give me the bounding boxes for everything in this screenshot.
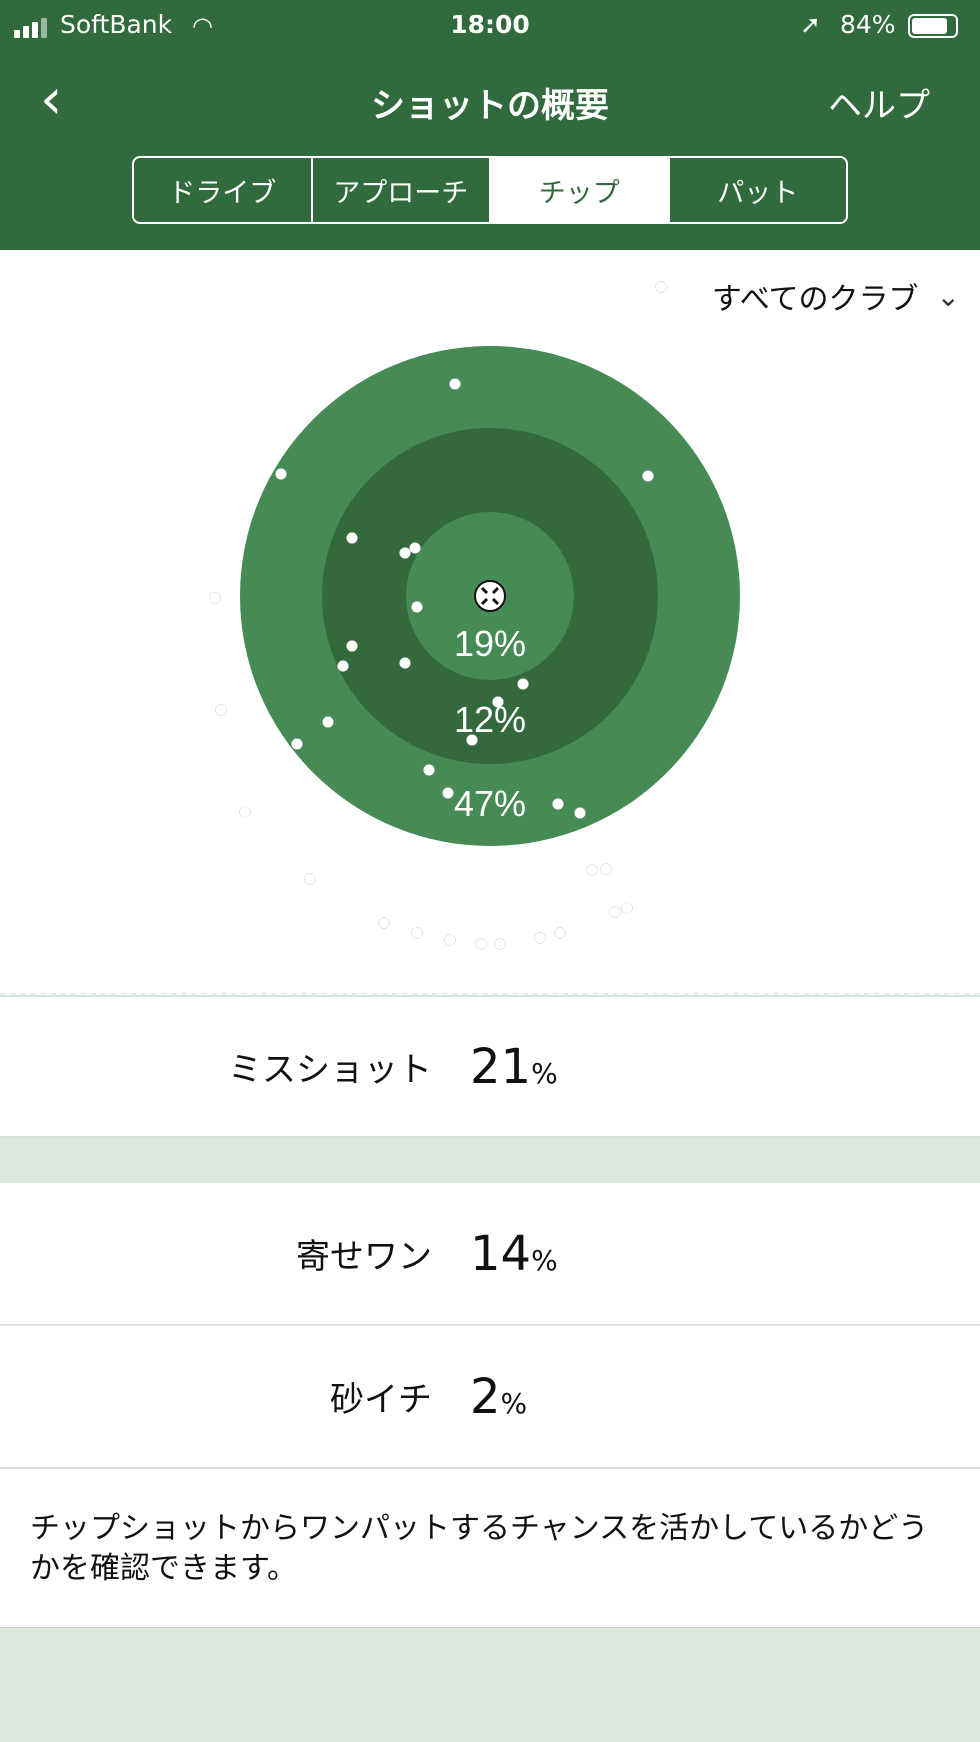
stat-row-missed: ミスショット 21% <box>0 997 980 1137</box>
shot-dot <box>346 640 358 652</box>
shot-dot <box>517 678 529 690</box>
club-filter-dropdown[interactable]: すべてのクラブ ⌄ <box>712 274 960 318</box>
shot-dot <box>209 592 221 604</box>
page-title: ショットの概要 <box>371 86 609 126</box>
stat-unit: % <box>500 1386 528 1420</box>
chevron-left-icon: ‹ <box>40 67 63 132</box>
inner-pct-label: 19% <box>454 623 526 664</box>
signal-icon <box>14 16 47 38</box>
tab-approach[interactable]: アプローチ <box>313 158 491 222</box>
shot-dot <box>442 787 454 799</box>
shot-dot <box>492 696 504 708</box>
shot-dot <box>449 378 461 390</box>
shot-dot <box>534 932 546 944</box>
club-filter-label: すべてのクラブ <box>711 282 919 317</box>
battery-icon <box>908 14 958 38</box>
location-icon: ➚ <box>800 10 821 39</box>
back-button[interactable]: ‹ <box>40 70 62 130</box>
chevron-down-icon: ⌄ <box>936 279 960 313</box>
shot-dot <box>411 601 423 613</box>
shot-dot <box>466 734 478 746</box>
stat-value: 2 <box>470 1368 501 1425</box>
battery-percent: 84% <box>840 10 896 39</box>
header: SoftBank ◠ 18:00 ➚ 84% ‹ ショットの概要 ヘルプ ドライ… <box>0 0 980 250</box>
shot-dot <box>337 660 349 672</box>
shot-dot <box>600 863 612 875</box>
shot-dot <box>346 532 358 544</box>
shot-dot <box>621 902 633 914</box>
stat-label: 寄せワン <box>296 1237 432 1277</box>
shot-dot <box>423 764 435 776</box>
shot-dot <box>304 873 316 885</box>
shot-dot <box>655 281 667 293</box>
wifi-icon: ◠ <box>192 12 213 40</box>
shot-dot <box>275 468 287 480</box>
stat-value: 21 <box>470 1038 532 1095</box>
shot-dot <box>552 798 564 810</box>
outer-pct-label: 47% <box>454 783 526 824</box>
help-button[interactable]: ヘルプ <box>828 86 930 126</box>
stat-unit: % <box>531 1243 558 1277</box>
chart-area: すべてのクラブ ⌄ 19% 12% 47% <box>0 250 980 995</box>
shot-dot <box>494 938 506 950</box>
stat-unit: % <box>531 1056 558 1090</box>
carrier: SoftBank <box>60 10 173 39</box>
stat-label: ミスショット <box>228 1050 432 1090</box>
pin-icon <box>474 580 506 612</box>
shot-dot <box>554 927 566 939</box>
shot-dot <box>239 806 251 818</box>
shot-dot <box>586 864 598 876</box>
shot-dot <box>444 934 456 946</box>
tab-drive[interactable]: ドライブ <box>134 158 313 222</box>
segmented-control: ドライブ アプローチ チップ パット <box>132 156 848 224</box>
shot-dot <box>291 738 303 750</box>
stat-row-up-and-down: 寄せワン 14% <box>0 1183 980 1325</box>
status-bar: SoftBank ◠ 18:00 ➚ 84% <box>0 8 980 48</box>
description: チップショットからワンパットするチャンスを活かしているかどうかを確認できます。 <box>0 1468 980 1628</box>
shot-dot <box>475 938 487 950</box>
stat-label: 砂イチ <box>330 1380 432 1420</box>
target-chart: 19% 12% 47% <box>209 281 740 950</box>
shot-dot <box>574 807 586 819</box>
shot-dot <box>409 542 421 554</box>
stat-row-sand-save: 砂イチ 2% <box>0 1326 980 1468</box>
shot-dot <box>215 704 227 716</box>
shot-dot <box>609 906 621 918</box>
shot-dot <box>322 716 334 728</box>
stat-value: 14 <box>470 1225 532 1282</box>
shot-dot <box>378 917 390 929</box>
shot-dot <box>399 657 411 669</box>
tab-chip[interactable]: チップ <box>491 158 670 222</box>
tab-putt[interactable]: パット <box>717 177 799 209</box>
middle-pct-label: 12% <box>454 699 526 740</box>
clock: 18:00 <box>450 10 530 39</box>
shot-dot <box>642 470 654 482</box>
shot-dot <box>411 927 423 939</box>
shot-dot <box>399 547 411 559</box>
